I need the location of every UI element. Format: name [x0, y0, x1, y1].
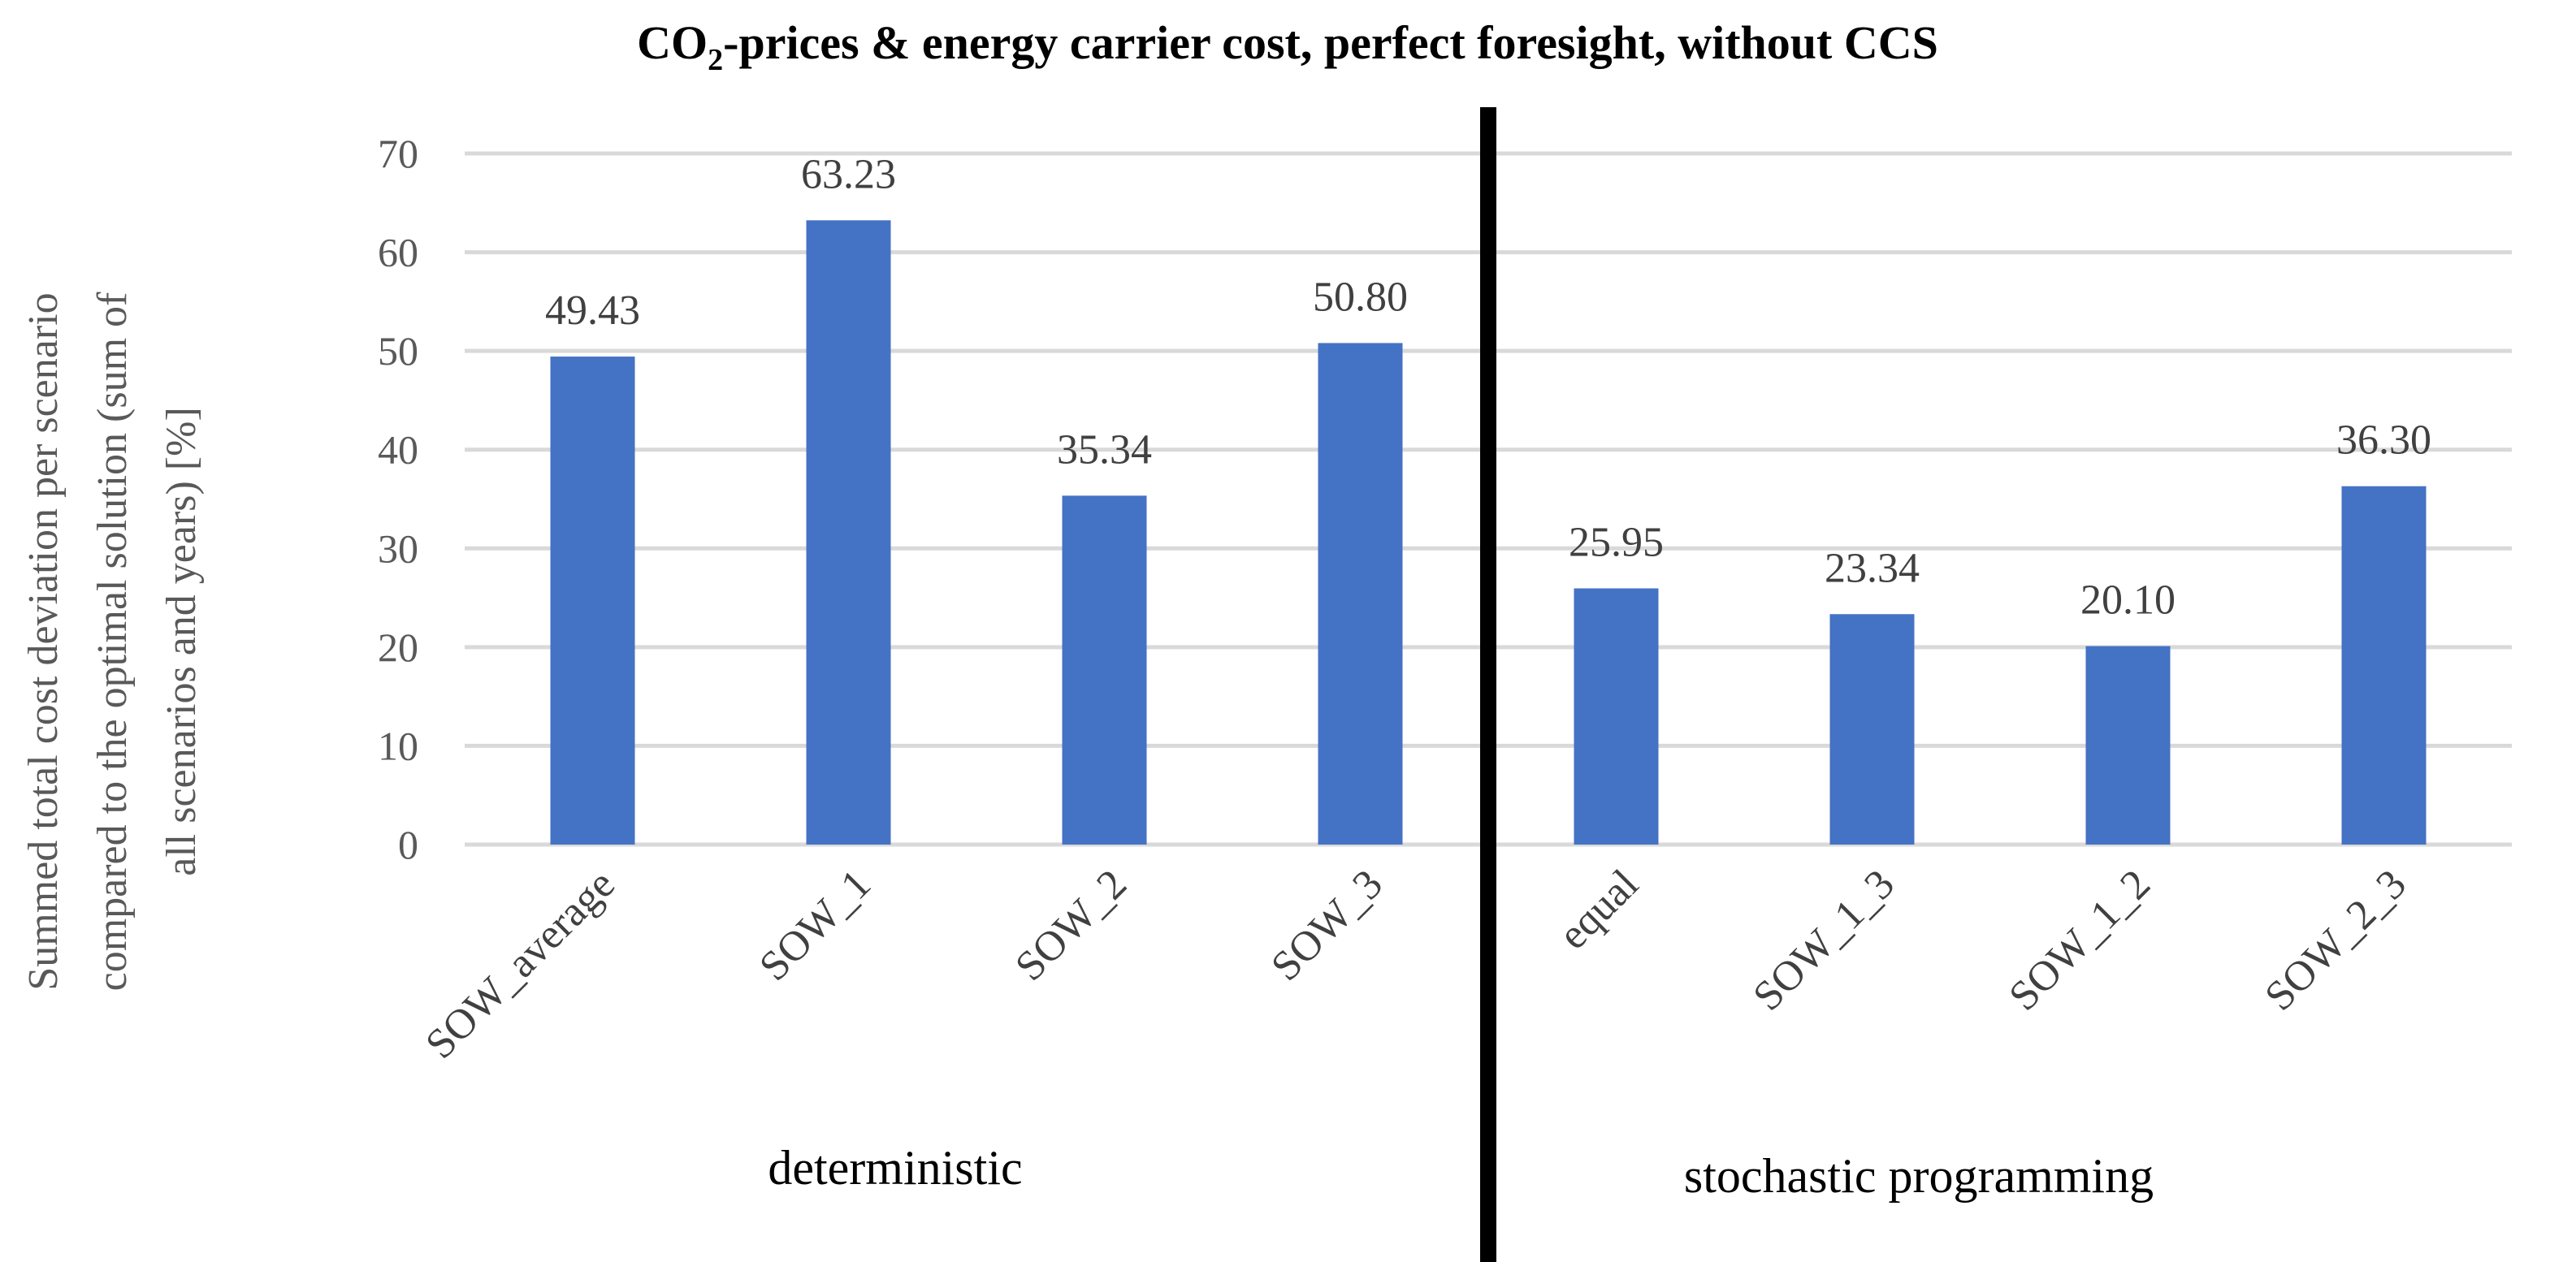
- y-axis-label-line-3: all scenarios and years) [%]: [158, 407, 205, 876]
- bar-SOW_2: [1062, 495, 1147, 845]
- data-label: 36.30: [2336, 417, 2431, 464]
- y-tick-label: 60: [378, 230, 418, 275]
- y-tick-label: 50: [378, 328, 418, 374]
- data-label: 63.23: [801, 151, 896, 197]
- y-tick-label: 10: [378, 723, 418, 768]
- x-axis-ticks: SOW_average SOW_1 SOW_2 SOW_3 equal SOW_1_3 SO…: [417, 861, 2415, 1068]
- x-tick-label: SOW_1: [751, 861, 880, 990]
- bar-SOW_3: [1318, 343, 1403, 845]
- chart-title-suffix: -prices & energy carrier cost, perfect f…: [723, 16, 1938, 69]
- y-tick-label: 40: [378, 427, 418, 473]
- bar-SOW_average: [550, 357, 635, 845]
- bar-SOW_1_2: [2085, 646, 2171, 845]
- x-tick-label: SOW_2_3: [2256, 861, 2415, 1020]
- x-tick-label: SOW_1_3: [1744, 861, 1903, 1020]
- x-tick-label: SOW_2: [1007, 861, 1136, 990]
- y-axis-label: Summed total cost deviation per scenario…: [20, 292, 205, 991]
- y-axis-label-line-2: compared to the optimal solution (sum of: [89, 292, 136, 991]
- group-label-deterministic: deterministic: [768, 1141, 1022, 1195]
- x-tick-label: equal: [1550, 861, 1647, 958]
- y-tick-label: 0: [398, 822, 418, 867]
- y-tick-label: 20: [378, 625, 418, 670]
- data-label: 23.34: [1825, 545, 1920, 591]
- data-label: 50.80: [1313, 274, 1408, 320]
- group-divider: [1480, 107, 1496, 1262]
- data-labels: 49.43 63.23 35.34 50.80 25.95 23.34 20.10 36.30: [545, 151, 2431, 623]
- x-tick-label: SOW_3: [1262, 861, 1392, 990]
- y-axis-ticks: 0 10 20 30 40 50 60 70: [378, 131, 418, 867]
- group-label-stochastic-programming: stochastic programming: [1684, 1149, 2154, 1203]
- bar-SOW_2_3: [2341, 486, 2427, 845]
- x-tick-label: SOW_1_2: [2000, 861, 2159, 1020]
- data-label: 35.34: [1057, 426, 1152, 473]
- data-label: 25.95: [1569, 520, 1664, 566]
- data-label: 20.10: [2080, 577, 2176, 624]
- y-tick-label: 30: [378, 525, 418, 571]
- y-axis-label-line-1: Summed total cost deviation per scenario: [20, 292, 67, 990]
- chart-title-subscript: 2: [708, 43, 723, 77]
- bars: [550, 220, 2427, 845]
- y-tick-label: 70: [378, 131, 418, 176]
- data-label: 49.43: [545, 287, 640, 334]
- chart-title: CO2-prices & energy carrier cost, perfec…: [637, 16, 1938, 77]
- chart-title-prefix: CO: [637, 16, 708, 69]
- bar-SOW_1_3: [1829, 614, 1915, 845]
- bar-equal: [1574, 588, 1659, 845]
- bar-SOW_1: [806, 220, 891, 845]
- x-tick-label: SOW_average: [417, 861, 624, 1068]
